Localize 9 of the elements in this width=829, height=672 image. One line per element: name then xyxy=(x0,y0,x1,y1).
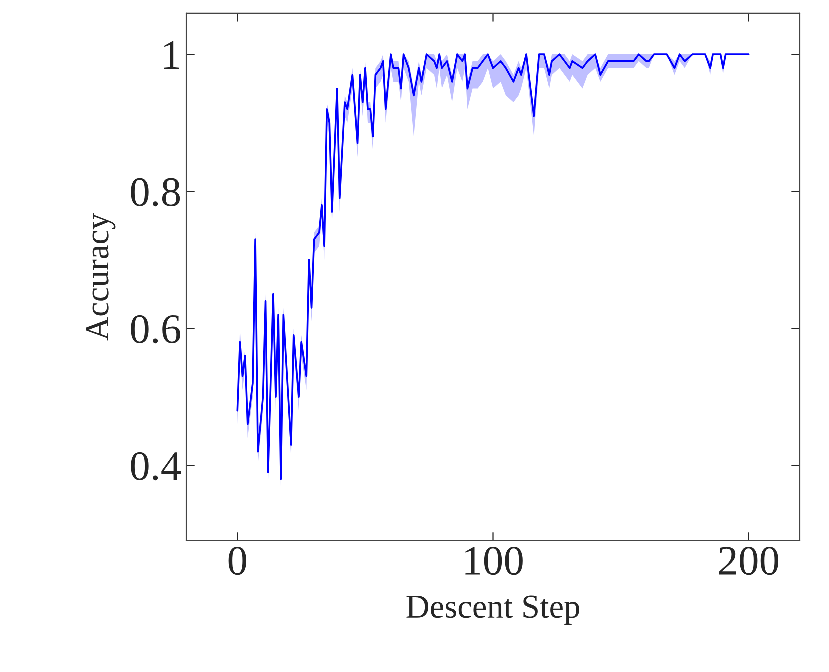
y-tick-label: 1 xyxy=(164,41,180,69)
y-tick-label: 0.4 xyxy=(131,452,182,481)
x-tick-label: 200 xyxy=(719,547,779,576)
y-tick-label: 0.8 xyxy=(131,178,180,207)
x-tick-label: 0 xyxy=(228,547,246,576)
y-axis-title: Accuracy xyxy=(86,213,116,341)
x-tick-label: 100 xyxy=(466,547,523,576)
y-tick-label: 0.6 xyxy=(131,315,180,344)
x-axis-title: Descent Step xyxy=(406,596,580,625)
